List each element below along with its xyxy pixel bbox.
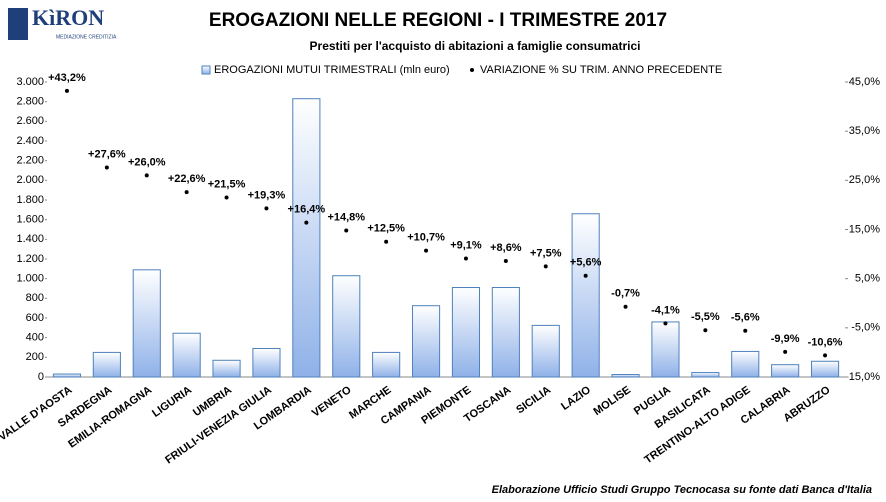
bar [172, 332, 201, 378]
y-tick-label: 1.200 [16, 253, 44, 265]
y-tick-label: 3.000 [16, 76, 44, 88]
bar [212, 359, 241, 378]
value-label: +10,7% [407, 232, 445, 244]
y-tick-label: 600 [26, 312, 44, 324]
value-label: +21,5% [208, 178, 246, 190]
value-label: +9,1% [450, 239, 482, 251]
value-label: +19,3% [248, 189, 286, 201]
value-label: +16,4% [288, 204, 326, 216]
bar [611, 374, 640, 378]
point [623, 304, 628, 309]
y2-tick-label: -5,0% [851, 322, 880, 334]
bar [771, 364, 800, 378]
bar [731, 350, 760, 378]
y-tick-label: 400 [26, 332, 44, 344]
bar [92, 351, 121, 378]
value-label: +14,8% [327, 211, 365, 223]
point [384, 239, 389, 244]
value-label: -10,6% [808, 336, 843, 348]
value-label: -0,7% [611, 288, 640, 300]
point [64, 88, 69, 93]
value-label: +43,2% [48, 72, 86, 84]
bar [451, 287, 481, 378]
value-label: +27,6% [88, 148, 126, 160]
point [583, 273, 588, 278]
point [344, 228, 349, 233]
y-tick-label: 2.200 [16, 155, 44, 167]
point [144, 173, 149, 178]
value-label: -9,9% [771, 333, 800, 345]
y-tick-label: 2.000 [16, 174, 44, 186]
point [663, 321, 668, 326]
point [823, 353, 828, 358]
bar [132, 269, 161, 378]
bar [571, 213, 600, 378]
point [543, 264, 548, 269]
point [463, 256, 468, 261]
logo-icon [8, 8, 28, 40]
y-tick-label: 1.800 [16, 194, 44, 206]
bar [372, 351, 401, 378]
bar [691, 372, 720, 378]
y-tick-label: 1.000 [16, 273, 44, 285]
bar [332, 275, 361, 378]
point [224, 195, 229, 200]
y2-tick-label: 45,0% [849, 76, 880, 88]
point [264, 206, 269, 211]
y-tick-label: 1.400 [16, 233, 44, 245]
x-tick-label: MOLISE [592, 384, 633, 418]
x-tick-label: SICILIA [514, 384, 553, 416]
y-tick-label: 1.600 [16, 214, 44, 226]
value-label: -5,6% [731, 312, 760, 324]
point [104, 165, 109, 170]
point [424, 248, 429, 253]
y-tick-label: 0 [38, 371, 44, 383]
value-label: +7,5% [530, 247, 562, 259]
x-tick-label: LIGURIA [150, 384, 194, 420]
x-tick-label: VENETO [310, 384, 354, 420]
y2-tick-label: 15,0% [849, 223, 880, 235]
bar [810, 360, 840, 378]
y-tick-label: 2.400 [16, 135, 44, 147]
bar [491, 287, 520, 378]
logo-tagline: MEDIAZIONE CREDITIZIA [56, 34, 117, 40]
legend-swatch [201, 65, 211, 75]
value-label: -4,1% [651, 304, 680, 316]
legend-swatch [470, 68, 474, 72]
y2-tick-label: 35,0% [849, 125, 880, 137]
x-tick-label: LAZIO [559, 384, 593, 413]
source-note: Elaborazione Ufficio Studi Gruppo Tecnoc… [492, 484, 872, 496]
y-tick-label: 200 [26, 351, 44, 363]
point [703, 328, 708, 333]
value-label: -5,5% [691, 311, 720, 323]
y-tick-label: 2.600 [16, 115, 44, 127]
y2-tick-label: -15,0% [845, 371, 880, 383]
point [743, 328, 748, 333]
bar [52, 373, 82, 378]
y2-tick-label: 5,0% [855, 273, 880, 285]
bar [252, 347, 281, 378]
y-tick-label: 800 [26, 292, 44, 304]
chart-title: EROGAZIONI NELLE REGIONI - I TRIMESTRE 2… [209, 10, 667, 31]
value-label: +26,0% [128, 156, 166, 168]
point [304, 220, 309, 225]
logo-name: KìRON [32, 5, 104, 30]
point [503, 258, 508, 263]
bar [651, 321, 680, 378]
y-tick-label: 2.800 [16, 96, 44, 108]
value-label: +22,6% [168, 173, 206, 185]
legend-label: EROGAZIONI MUTUI TRIMESTRALI (mln euro) [214, 64, 450, 76]
point [184, 190, 189, 195]
y2-tick-label: 25,0% [849, 174, 880, 186]
point [783, 349, 788, 354]
bar [411, 305, 441, 378]
value-label: +12,5% [367, 223, 405, 235]
chart-subtitle: Prestiti per l'acquisto di abitazioni a … [310, 39, 641, 53]
bar [531, 324, 560, 378]
value-label: +8,6% [490, 242, 522, 254]
legend-label: VARIAZIONE % SU TRIM. ANNO PRECEDENTE [480, 64, 722, 76]
bar [292, 98, 321, 378]
value-label: +5,6% [570, 257, 602, 269]
